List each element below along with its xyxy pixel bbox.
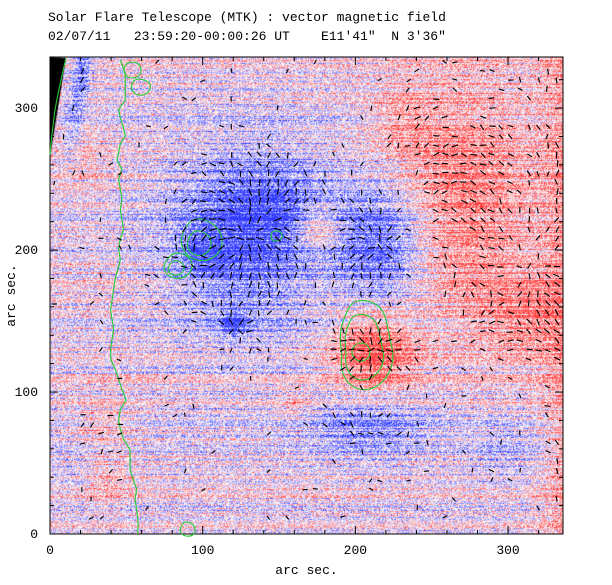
- svg-text:0: 0: [46, 543, 54, 558]
- svg-text:200: 200: [15, 243, 38, 258]
- svg-text:arc sec.: arc sec.: [275, 563, 337, 578]
- svg-text:arc sec.: arc sec.: [4, 264, 19, 326]
- svg-text:100: 100: [191, 543, 214, 558]
- svg-text:200: 200: [344, 543, 367, 558]
- svg-text:300: 300: [15, 101, 38, 116]
- svg-text:100: 100: [15, 385, 38, 400]
- svg-text:300: 300: [496, 543, 519, 558]
- svg-text:0: 0: [30, 527, 38, 542]
